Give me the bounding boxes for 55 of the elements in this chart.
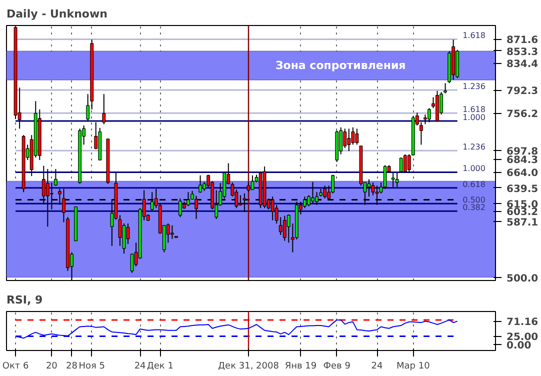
text: 0.382 bbox=[462, 203, 486, 212]
candlestick bbox=[54, 168, 58, 186]
chart-title: RSI, 9 bbox=[6, 294, 43, 306]
candlestick bbox=[250, 174, 254, 191]
x-tick-label: 20 bbox=[46, 362, 58, 372]
candlestick bbox=[311, 181, 314, 204]
y-tick-label: 756.2 bbox=[506, 109, 538, 120]
x-tick-label: Мар 10 bbox=[396, 362, 430, 372]
band-label: Зона сопротивления bbox=[275, 59, 406, 72]
x-tick-label: 24 bbox=[134, 362, 146, 372]
x-tick-label: Фев 9 bbox=[323, 362, 351, 372]
text: 0.618 bbox=[462, 180, 486, 189]
candlestick bbox=[355, 128, 359, 146]
candlestick bbox=[343, 128, 347, 148]
y-tick-label: 664.0 bbox=[506, 168, 538, 180]
y-tick-label: 684.3 bbox=[506, 155, 538, 166]
x-tick-label: Янв 19 bbox=[284, 362, 317, 372]
y-tick-label: 500.0 bbox=[506, 273, 538, 284]
candlestick bbox=[347, 128, 351, 152]
y-tick-label: 71.16 bbox=[506, 317, 538, 328]
y-tick-label: 0.00 bbox=[506, 340, 532, 352]
text: 0.500 bbox=[462, 196, 486, 205]
y-tick-label: 853.3 bbox=[506, 46, 538, 58]
text: 1.236 bbox=[462, 142, 486, 152]
x-tick-label: Дек 1 bbox=[146, 362, 174, 372]
y-tick-label: 792.3 bbox=[506, 86, 538, 98]
text: 1.618 bbox=[462, 31, 486, 40]
candlestick bbox=[391, 172, 395, 188]
text: 1.000 bbox=[462, 164, 486, 174]
candlestick bbox=[198, 174, 202, 194]
y-tick-label: 639.5 bbox=[506, 184, 538, 195]
candlestick bbox=[407, 154, 411, 174]
candlestick bbox=[367, 178, 371, 198]
candlestick bbox=[323, 185, 327, 199]
text: 1.236 bbox=[462, 82, 486, 92]
text: 1.618 bbox=[462, 105, 486, 114]
candlestick bbox=[178, 198, 182, 218]
text: 1.000 bbox=[462, 112, 486, 122]
x-tick-label: 24 bbox=[371, 362, 384, 372]
chart-title: Daily - Unknown bbox=[6, 8, 108, 20]
candlestick bbox=[118, 214, 122, 246]
candlestick bbox=[395, 172, 399, 188]
candlestick bbox=[102, 94, 106, 125]
candlestick bbox=[383, 164, 387, 190]
x-tick-label: Окт 6 bbox=[2, 362, 29, 372]
x-tick-label: Ноя 5 bbox=[78, 362, 105, 372]
y-tick-label: 834.4 bbox=[506, 59, 538, 70]
candlestick bbox=[403, 154, 407, 174]
x-tick-label: Дек 31, 2008 bbox=[218, 362, 280, 372]
y-tick-label: 587.1 bbox=[506, 217, 538, 228]
candlestick bbox=[428, 108, 431, 123]
candlestick bbox=[282, 215, 286, 242]
x-tick-label: 28 bbox=[66, 362, 78, 372]
candlestick bbox=[399, 156, 403, 174]
y-tick-label: 871.6 bbox=[506, 35, 538, 46]
